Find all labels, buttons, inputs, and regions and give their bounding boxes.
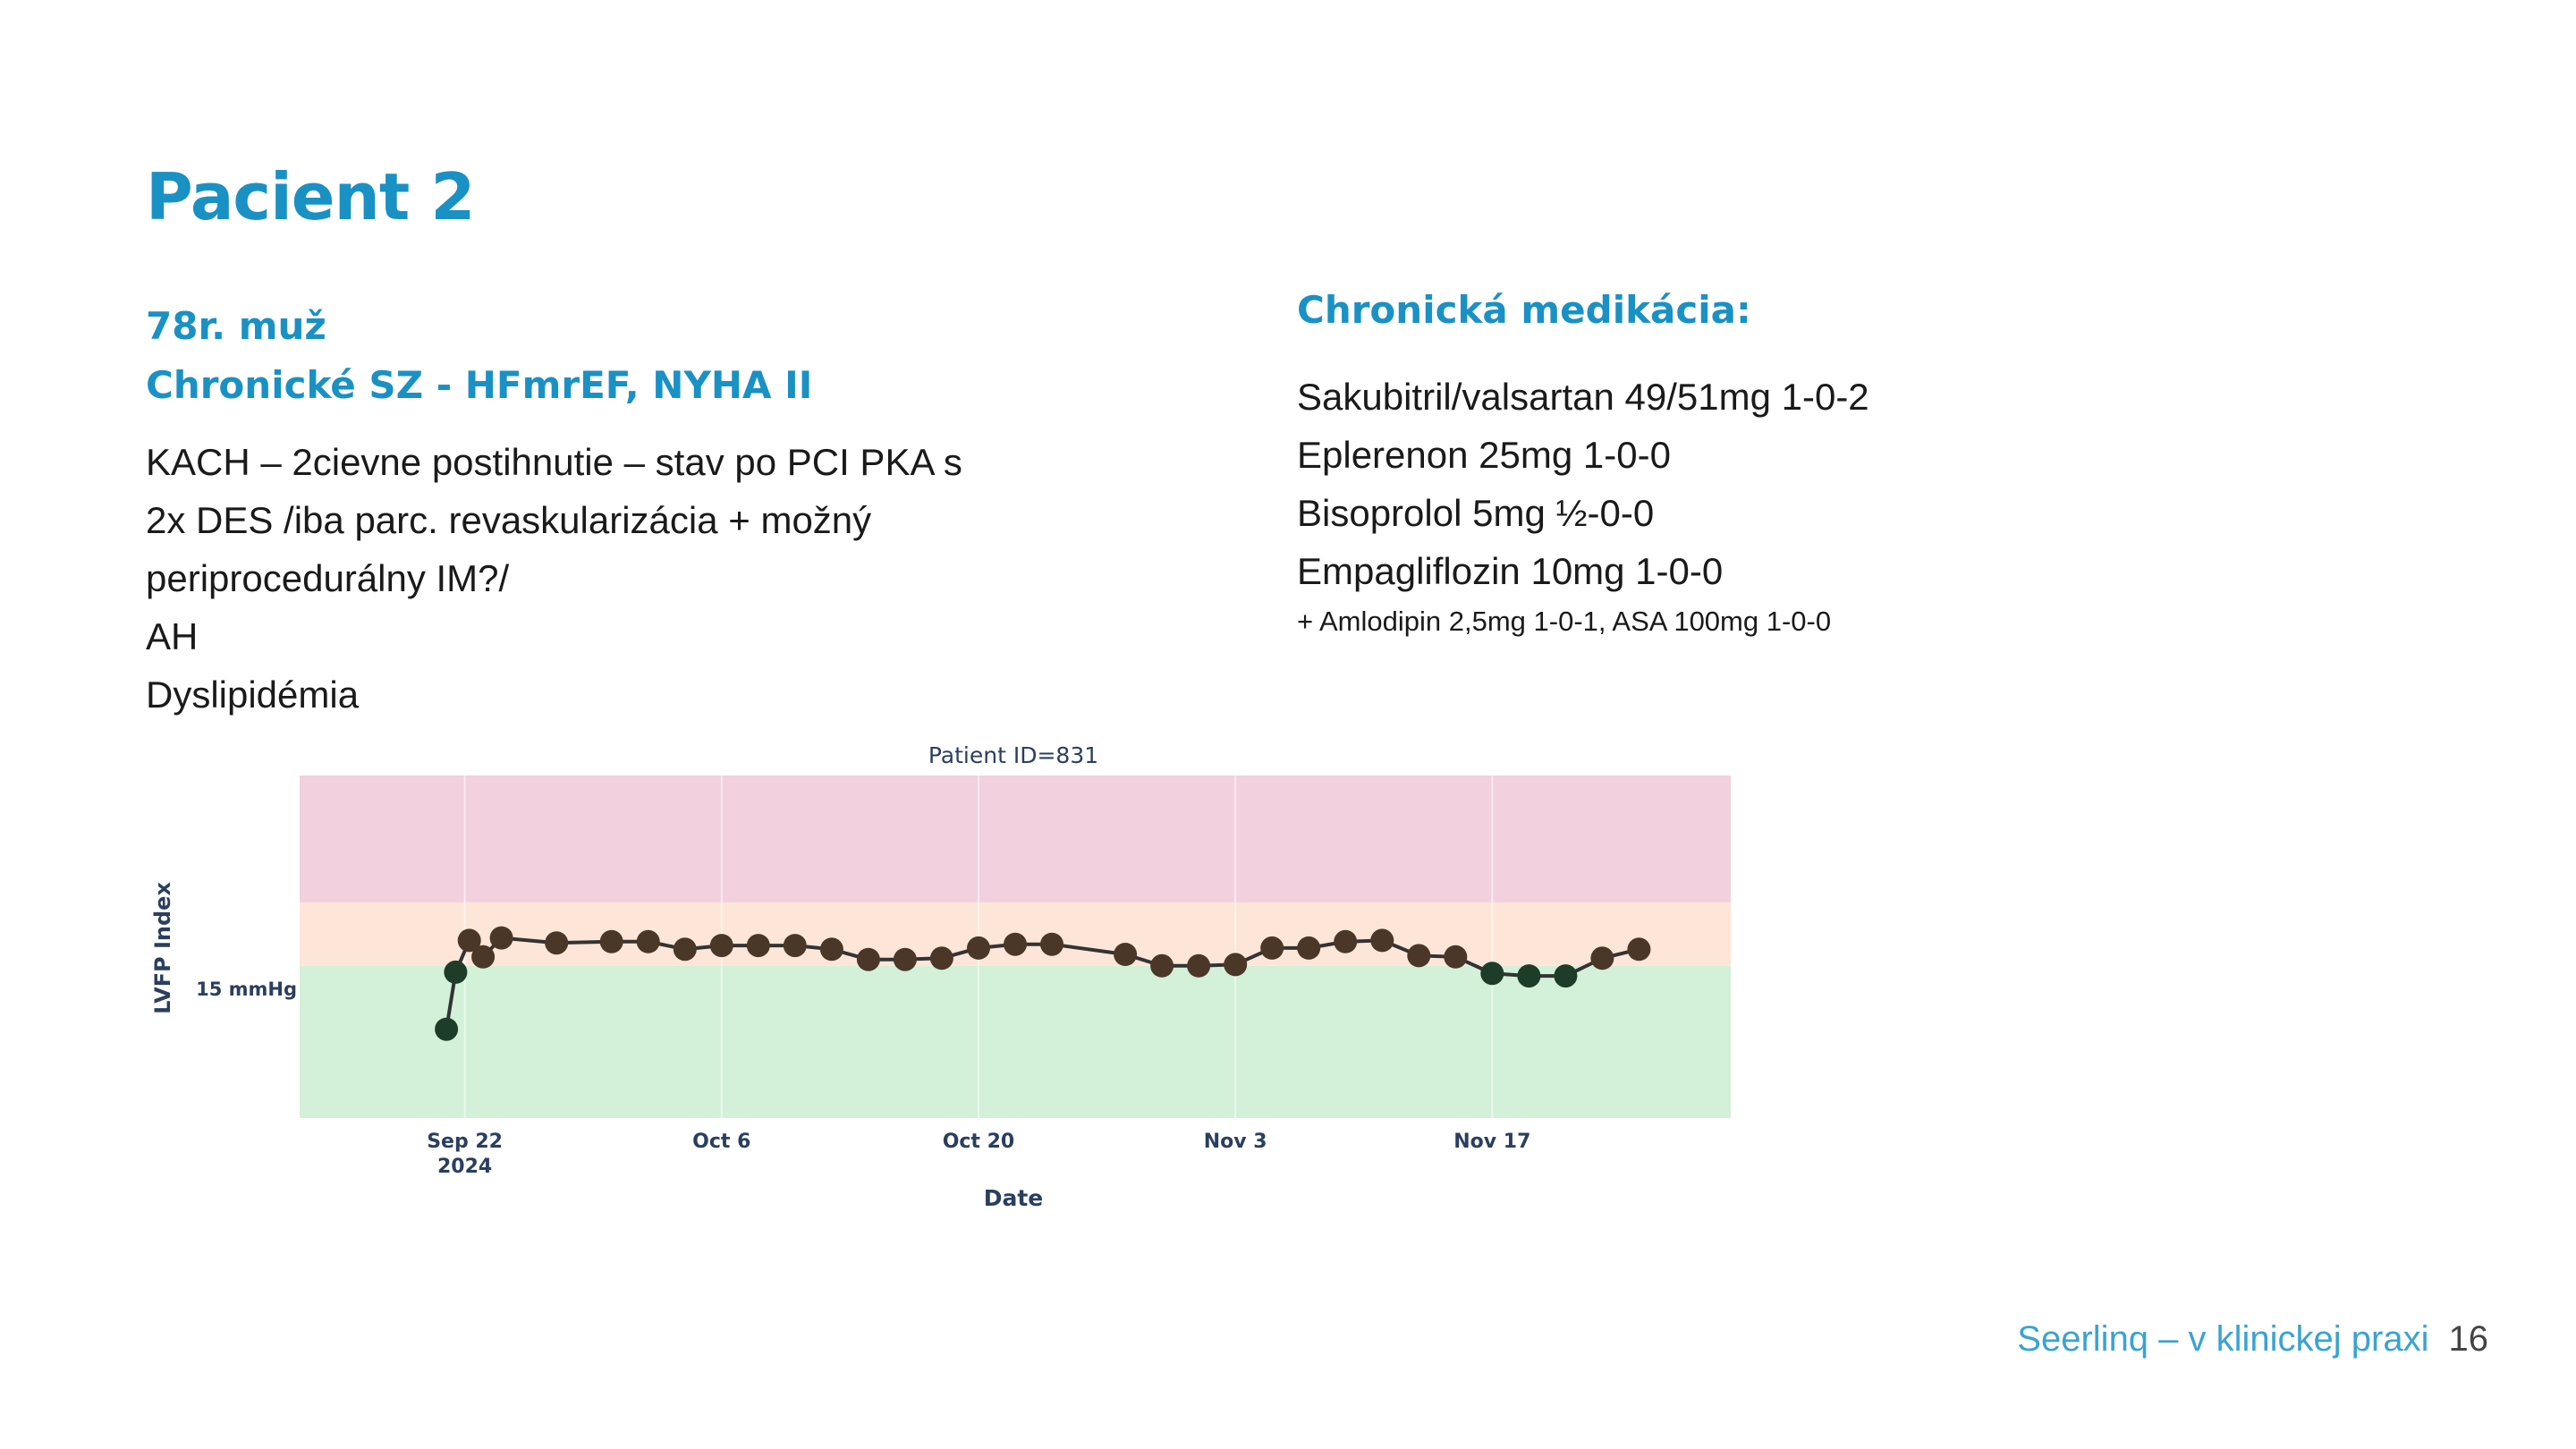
chart-data-point: [1554, 964, 1578, 988]
chart-data-point: [489, 926, 513, 950]
patient-age-sex: 78r. muž: [146, 304, 326, 348]
diagnosis-line: KACH – 2cievne postihnutie – stav po PCI…: [146, 441, 962, 483]
chart-x-tick-label: Sep 22: [427, 1131, 503, 1153]
medication-item: Eplerenon 25mg 1-0-0: [1297, 434, 1671, 476]
diagnosis-line: AH: [146, 615, 199, 657]
chart-data-point: [1297, 936, 1321, 960]
chart-data-point: [1627, 937, 1651, 962]
patient-condition: Chronické SZ - HFmrEF, NYHA II: [146, 363, 813, 407]
medication-note: + Amlodipin 2,5mg 1-0-1, ASA 100mg 1-0-0: [1297, 606, 1832, 637]
chart-data-point: [1334, 929, 1358, 953]
chart-y-tick-label: 15 mmHg: [196, 979, 297, 1000]
chart-x-ticks: Sep 22 2024 Oct 6 Oct 20 Nov 3 Nov 17: [427, 1131, 1530, 1178]
chart-data-point: [709, 934, 733, 958]
lvfp-chart: Patient ID=831 LVFP Index 15 mmHg Sep 22…: [134, 724, 1762, 1230]
chart-x-tick-label: Oct 6: [692, 1131, 750, 1153]
chart-data-point: [1517, 964, 1541, 988]
chart-series-line: [445, 936, 1640, 1030]
chart-data-point: [599, 929, 623, 953]
chart-points: [435, 926, 1651, 1041]
chart-data-point: [1444, 945, 1468, 969]
patient-summary: 78r. muž Chronické SZ - HFmrEF, NYHA II: [146, 297, 812, 415]
chart-data-point: [457, 928, 481, 953]
chart-band: [300, 775, 1731, 902]
lvfp-chart-svg: Patient ID=831 LVFP Index 15 mmHg Sep 22…: [150, 742, 1731, 1211]
chart-data-point: [893, 947, 917, 971]
diagnosis-line: Dyslipidémia: [146, 674, 360, 716]
chart-data-point: [1260, 936, 1284, 960]
diagnosis-list: KACH – 2cievne postihnutie – stav po PCI…: [146, 433, 962, 724]
chart-data-point: [819, 937, 843, 962]
chart-band: [300, 965, 1731, 1118]
chart-data-point: [967, 936, 990, 960]
chart-data-point: [444, 960, 468, 984]
medication-item: Empagliflozin 10mg 1-0-0: [1297, 550, 1724, 592]
chart-data-point: [1370, 928, 1394, 953]
chart-data-point: [1004, 932, 1027, 956]
chart-x-tick-label: Oct 20: [943, 1131, 1015, 1153]
chart-x-tick-label: Nov 3: [1204, 1131, 1267, 1153]
chart-data-point: [435, 1017, 459, 1041]
diagnosis-line: periprocedurálny IM?/: [146, 557, 510, 599]
chart-data-point: [471, 945, 496, 969]
chart-data-point: [1040, 932, 1063, 956]
chart-data-point: [636, 929, 660, 953]
medication-list: Sakubitril/valsartan 49/51mg 1-0-2 Epler…: [1297, 368, 1869, 643]
chart-x-axis-label: Date: [984, 1185, 1044, 1211]
diagnosis-line: 2x DES /iba parc. revaskularizácia + mož…: [146, 499, 872, 541]
chart-data-point: [545, 931, 569, 955]
medication-item: Bisoprolol 5mg ½-0-0: [1297, 492, 1655, 534]
chart-data-point: [929, 946, 953, 970]
chart-data-point: [1480, 962, 1504, 986]
chart-data-point: [1407, 944, 1431, 968]
footer: Seerlinq – v klinickej praxi 16: [2017, 1319, 2488, 1360]
chart-data-point: [673, 937, 697, 962]
chart-x-tick-label: Nov 17: [1453, 1131, 1530, 1153]
medication-heading: Chronická medikácia:: [1297, 288, 1751, 332]
chart-data-point: [1590, 946, 1614, 970]
chart-data-point: [783, 934, 807, 958]
chart-data-point: [1150, 953, 1174, 978]
chart-grid: [463, 775, 1494, 1118]
chart-data-point: [1224, 953, 1248, 977]
page-title: Pacient 2: [146, 159, 475, 234]
chart-y-axis-label: LVFP Index: [150, 882, 175, 1014]
chart-data-point: [856, 947, 880, 971]
page-number: 16: [2448, 1319, 2489, 1359]
footer-brand: Seerlinq – v klinickej praxi: [2017, 1319, 2429, 1359]
chart-x-tick-sublabel: 2024: [437, 1156, 492, 1178]
chart-title: Patient ID=831: [928, 742, 1098, 768]
medication-item: Sakubitril/valsartan 49/51mg 1-0-2: [1297, 376, 1869, 418]
chart-data-point: [1187, 953, 1211, 978]
chart-data-point: [746, 934, 770, 958]
chart-data-point: [1114, 943, 1138, 966]
